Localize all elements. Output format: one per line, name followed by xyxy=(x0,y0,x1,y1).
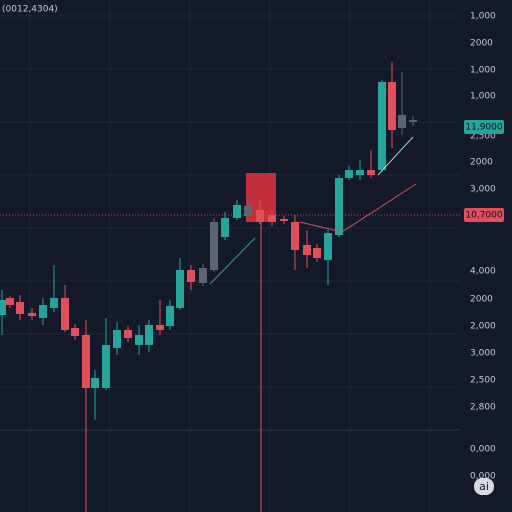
candle-body xyxy=(39,305,47,318)
axis-label: 2,500 xyxy=(470,376,496,386)
candle-body xyxy=(166,306,174,326)
candle-body xyxy=(409,120,417,122)
candle-body xyxy=(82,335,90,388)
candle-body xyxy=(233,205,241,218)
candle-body xyxy=(356,170,364,175)
candle-body xyxy=(61,298,69,330)
axis-label: 2,000 xyxy=(470,322,496,332)
candle-body xyxy=(124,330,132,338)
candle-body xyxy=(345,170,353,178)
candle-body xyxy=(6,298,14,305)
candle-body xyxy=(135,335,143,345)
trend-line xyxy=(299,221,343,233)
candle-body xyxy=(28,313,36,316)
axis-label: 1,000 xyxy=(470,12,496,22)
candle-body xyxy=(91,378,99,388)
marker-price: 10,7000 xyxy=(465,211,502,221)
current-price: 11,9000 xyxy=(465,123,502,133)
candle-body xyxy=(291,222,299,250)
current-price-tag xyxy=(464,120,504,134)
candle-body xyxy=(16,302,24,314)
price-axis: 1,000 2000 1,000 1,000 2,500 2000 3,000 4,000 20… xyxy=(470,12,496,482)
ai-badge[interactable] xyxy=(474,478,494,495)
candle-body xyxy=(187,270,195,282)
candle-body xyxy=(303,245,311,255)
axis-label: 2,500 xyxy=(470,132,496,142)
candle-body xyxy=(256,210,264,222)
axis-label: 2000 xyxy=(470,158,493,168)
candle-body xyxy=(176,270,184,308)
candle-body xyxy=(199,268,207,283)
axis-label: 4,000 xyxy=(470,267,496,277)
candle-body xyxy=(71,328,79,336)
axis-label: 3,000 xyxy=(470,349,496,359)
candle-body xyxy=(378,82,386,170)
candle-body xyxy=(113,330,121,348)
grid xyxy=(0,0,460,512)
title: (0012,4304) xyxy=(2,5,58,15)
trend-line xyxy=(377,136,414,176)
candle-body xyxy=(367,170,375,175)
candle-body xyxy=(280,219,288,221)
candles xyxy=(0,62,417,420)
candle-body xyxy=(268,215,276,222)
axis-label: 3,000 xyxy=(470,185,496,195)
axis-label: 2000 xyxy=(470,39,493,49)
candle-body xyxy=(210,222,218,270)
ai-badge-label[interactable]: ai xyxy=(479,480,489,493)
candle-body xyxy=(221,218,229,237)
candle-body xyxy=(313,248,321,258)
axis-label: 0,000 xyxy=(470,472,496,482)
candle-body xyxy=(388,82,396,130)
marker-price-tag xyxy=(464,208,504,222)
candle-body xyxy=(145,325,153,345)
candle-body xyxy=(0,300,6,315)
candle-body xyxy=(244,206,252,216)
axis-label: 1,000 xyxy=(470,92,496,102)
trend-line xyxy=(341,183,417,233)
axis-label: 0,000 xyxy=(470,445,496,455)
trend-line xyxy=(209,237,256,285)
candle-body xyxy=(398,115,406,128)
candle-body xyxy=(50,298,58,308)
candle-body xyxy=(324,233,332,260)
candle-body xyxy=(102,345,110,388)
axis-label: 1,000 xyxy=(470,66,496,76)
axis-label: 2,800 xyxy=(470,403,496,413)
axis-label: 2000 xyxy=(470,295,493,305)
candle-body xyxy=(156,325,164,330)
candle-body xyxy=(335,178,343,235)
